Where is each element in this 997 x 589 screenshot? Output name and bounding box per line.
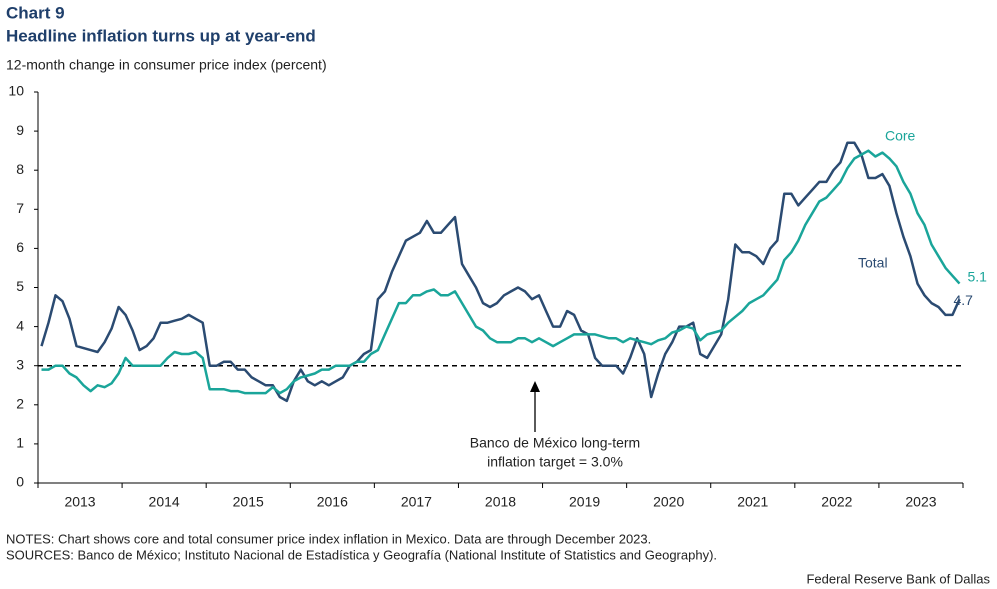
y-tick-label: 10 (8, 83, 24, 99)
target-label: Banco de México long-term (470, 435, 640, 451)
y-tick-label: 0 (16, 474, 24, 490)
legend-label: Total (858, 255, 888, 271)
x-tick-label: 2017 (401, 494, 432, 510)
line-series (40, 141, 961, 403)
legend-label: Core (885, 128, 916, 144)
x-tick-label: 2022 (821, 494, 852, 510)
x-tick-label: 2018 (485, 494, 516, 510)
x-tick-label: 2023 (905, 494, 936, 510)
sources: SOURCES: Banco de México; Instituto Naci… (6, 547, 717, 562)
x-tick-label: 2019 (569, 494, 600, 510)
y-tick-label: 1 (16, 435, 24, 451)
y-tick-label: 5 (16, 278, 24, 294)
x-tick-label: 2016 (317, 494, 348, 510)
notes: NOTES: Chart shows core and total consum… (6, 531, 651, 546)
x-tick-label: 2015 (233, 494, 264, 510)
y-tick-label: 6 (16, 239, 24, 255)
y-tick-label: 9 (16, 122, 24, 138)
chart-number: Chart 9 (6, 3, 65, 22)
y-tick-label: 3 (16, 356, 24, 372)
chart-title: Headline inflation turns up at year-end (6, 26, 316, 45)
target-label: inflation target = 3.0% (487, 454, 623, 470)
x-tick-label: 2020 (653, 494, 684, 510)
x-tick-label: 2021 (737, 494, 768, 510)
y-tick-label: 8 (16, 161, 24, 177)
line-series (41, 149, 961, 395)
end-label: 5.1 (967, 268, 987, 284)
x-tick-label: 2013 (64, 494, 95, 510)
y-tick-label: 4 (16, 317, 24, 333)
arrow-head (530, 381, 540, 392)
subtitle: 12-month change in consumer price index … (6, 57, 327, 73)
end-label: 4.7 (953, 292, 973, 308)
credit: Federal Reserve Bank of Dallas (806, 571, 990, 586)
x-tick-label: 2014 (149, 494, 180, 510)
y-tick-label: 7 (16, 200, 24, 216)
y-tick-label: 2 (16, 396, 24, 412)
